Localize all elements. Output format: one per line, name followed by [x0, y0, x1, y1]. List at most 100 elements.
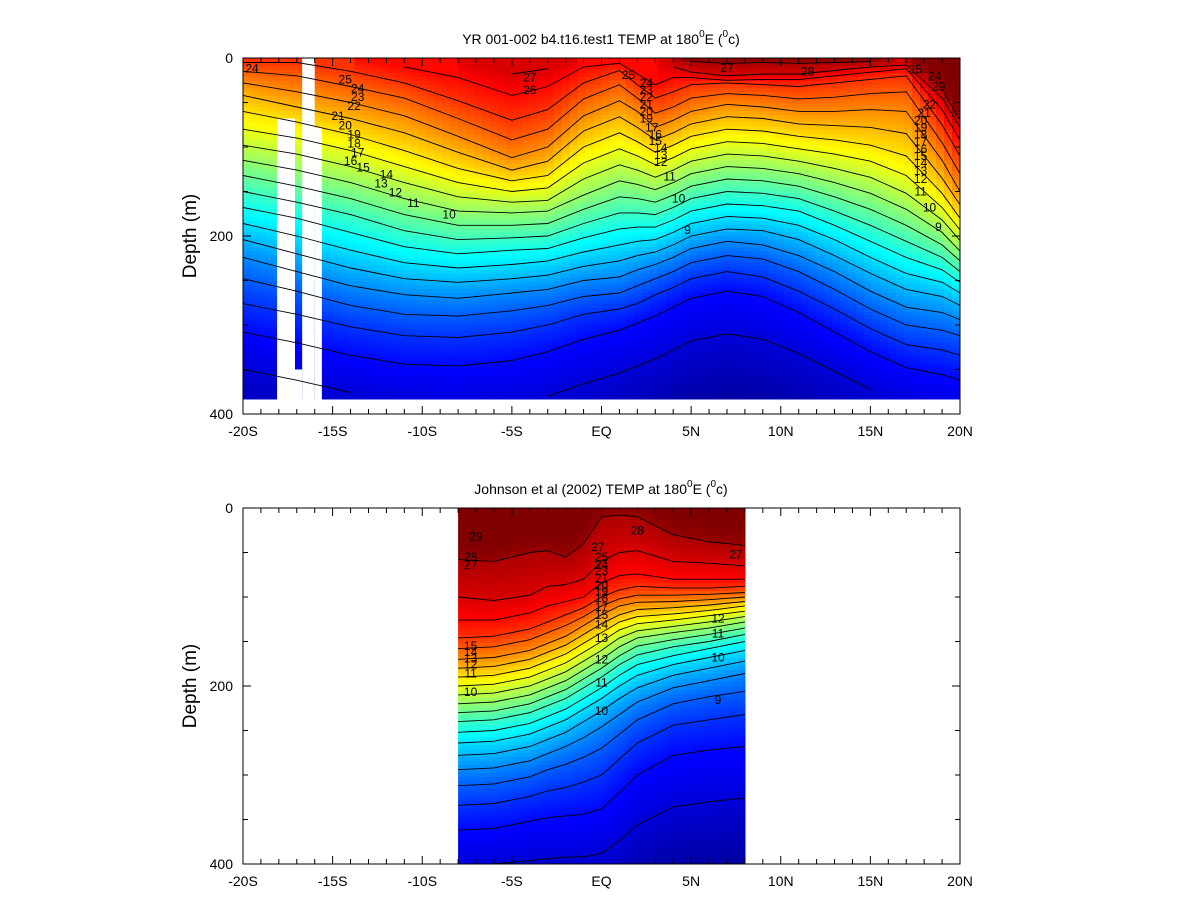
- heatmap-cell: [673, 217, 682, 222]
- heatmap-cell: [370, 58, 380, 63]
- heatmap-cell: [314, 118, 324, 123]
- heatmap-cell: [577, 224, 587, 230]
- heatmap-cell: [497, 137, 507, 142]
- heatmap-cell: [362, 277, 372, 283]
- heatmap-cell: [243, 99, 252, 105]
- heatmap-cell: [410, 111, 419, 116]
- heatmap-cell: [346, 368, 356, 373]
- heatmap-cell: [250, 133, 260, 139]
- heatmap-cell: [418, 99, 427, 105]
- heatmap-cell: [505, 76, 515, 82]
- heatmap-cell: [489, 251, 499, 256]
- heatmap-cell: [378, 114, 387, 120]
- heatmap-cell: [266, 232, 276, 237]
- heatmap-cell: [410, 198, 419, 203]
- heatmap-cell: [482, 391, 491, 396]
- heatmap-cell: [529, 198, 539, 203]
- heatmap-cell: [657, 141, 666, 146]
- heatmap-cell: [617, 148, 626, 154]
- heatmap-cell: [609, 209, 619, 214]
- heatmap-cell: [665, 383, 674, 389]
- heatmap-cell: [346, 92, 356, 97]
- heatmap-cell: [266, 118, 276, 123]
- heatmap-cell: [497, 342, 507, 347]
- heatmap-cell: [513, 319, 523, 324]
- heatmap-cell: [243, 349, 252, 355]
- heatmap-cell: [274, 80, 284, 86]
- heatmap-cell: [665, 323, 674, 328]
- heatmap-cell: [458, 92, 467, 97]
- heatmap-cell: [529, 368, 539, 373]
- heatmap-cell: [378, 73, 387, 78]
- heatmap-cell: [442, 69, 451, 74]
- heatmap-cell: [386, 383, 395, 389]
- heatmap-cell: [370, 220, 380, 226]
- heatmap-cell: [505, 152, 515, 158]
- heatmap-cell: [489, 175, 499, 180]
- heatmap-cell: [370, 247, 380, 252]
- heatmap-cell: [378, 236, 387, 241]
- heatmap-cell: [290, 80, 300, 86]
- heatmap-cell: [426, 145, 435, 150]
- heatmap-cell: [466, 171, 475, 177]
- heatmap-cell: [553, 353, 563, 358]
- heatmap-cell: [617, 376, 626, 381]
- heatmap-cell: [402, 395, 411, 400]
- heatmap-cell: [585, 273, 595, 279]
- heatmap-cell: [418, 345, 427, 351]
- heatmap-cell: [250, 319, 260, 324]
- heatmap-cell: [243, 395, 252, 400]
- heatmap-cell: [243, 376, 252, 381]
- heatmap-cell: [497, 141, 507, 146]
- heatmap-cell: [434, 179, 443, 184]
- heatmap-cell: [243, 84, 252, 89]
- heatmap-cell: [394, 103, 403, 108]
- heatmap-cell: [665, 357, 674, 362]
- heatmap-cell: [266, 236, 276, 241]
- heatmap-cell: [489, 383, 499, 389]
- heatmap-cell: [513, 239, 523, 245]
- heatmap-cell: [609, 300, 619, 305]
- heatmap-cell: [673, 330, 682, 336]
- heatmap-cell: [474, 254, 483, 260]
- heatmap-cell: [537, 277, 547, 283]
- heatmap-cell: [537, 69, 547, 74]
- heatmap-cell: [497, 76, 507, 82]
- heatmap-cell: [402, 383, 411, 389]
- heatmap-cell: [593, 95, 603, 101]
- heatmap-cell: [362, 152, 372, 158]
- heatmap-cell: [338, 236, 348, 241]
- heatmap-cell: [410, 300, 419, 305]
- heatmap-cell: [394, 315, 403, 320]
- heatmap-cell: [330, 228, 340, 233]
- heatmap-cell: [617, 349, 626, 355]
- heatmap-cell: [649, 228, 658, 233]
- heatmap-cell: [370, 76, 380, 82]
- heatmap-cell: [378, 277, 387, 283]
- heatmap-cell: [585, 148, 595, 154]
- heatmap-cell: [569, 357, 579, 362]
- heatmap-cell: [593, 194, 603, 199]
- heatmap-cell: [378, 148, 387, 154]
- heatmap-cell: [497, 209, 507, 214]
- heatmap-cell: [657, 342, 666, 347]
- heatmap-cell: [561, 122, 571, 127]
- heatmap-cell: [474, 103, 483, 108]
- heatmap-cell: [505, 145, 515, 150]
- heatmap-cell: [633, 190, 642, 195]
- heatmap-cell: [450, 383, 459, 389]
- heatmap-cell: [545, 228, 555, 233]
- heatmap-cell: [482, 137, 491, 142]
- heatmap-cell: [378, 254, 387, 260]
- heatmap-cell: [362, 338, 372, 343]
- heatmap-cell: [489, 145, 499, 150]
- heatmap-cell: [394, 364, 403, 370]
- heatmap-cell: [665, 391, 674, 396]
- heatmap-cell: [466, 73, 475, 78]
- heatmap-cell: [434, 262, 443, 267]
- heatmap-cell: [529, 99, 539, 105]
- heatmap-cell: [346, 114, 356, 120]
- heatmap-cell: [243, 152, 252, 158]
- heatmap-cell: [617, 213, 626, 218]
- heatmap-cell: [625, 118, 634, 123]
